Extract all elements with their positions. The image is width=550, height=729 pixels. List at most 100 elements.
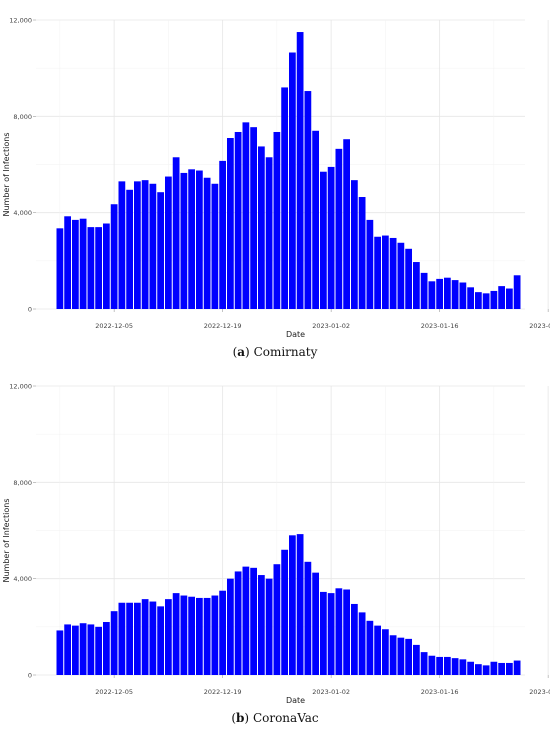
bar xyxy=(389,635,397,675)
bar-chart-coronavac: 0 4,000 8,000 12,000 2022-12-05 2022-12-19 202… xyxy=(2,383,550,706)
x-axis-label: Date xyxy=(286,696,305,705)
bar xyxy=(451,280,459,309)
bar xyxy=(296,534,304,675)
y-tick-label: 4,000 xyxy=(13,575,32,583)
bar xyxy=(428,281,436,309)
x-tick-label: 2022-12-05 xyxy=(95,322,133,330)
bar xyxy=(211,183,219,309)
bar xyxy=(242,122,250,310)
x-tick-labels: 2022-12-05 2022-12-19 2023-01-02 2023-01-16… xyxy=(95,309,550,330)
bar xyxy=(475,664,482,675)
bar xyxy=(188,596,195,675)
bar xyxy=(180,595,188,675)
bar xyxy=(366,219,374,309)
bar xyxy=(312,130,319,309)
bar xyxy=(227,138,234,309)
y-tick-labels: 0 4,000 8,000 12,000 xyxy=(9,383,36,680)
bar xyxy=(281,87,288,309)
bar xyxy=(343,589,350,675)
bar xyxy=(374,236,381,309)
bar xyxy=(444,656,451,675)
bar xyxy=(273,564,281,675)
bar xyxy=(304,561,312,675)
bar xyxy=(482,293,490,309)
x-axis-label: Date xyxy=(286,330,305,339)
bar xyxy=(265,578,273,675)
x-tick-label: 2023-01-30 xyxy=(529,688,550,696)
bar xyxy=(242,566,250,675)
bar xyxy=(467,287,474,309)
bar xyxy=(382,235,389,309)
x-tick-labels: 2022-12-05 2022-12-19 2023-01-02 2023-01-16… xyxy=(95,675,550,696)
y-tick-label: 12,000 xyxy=(9,17,32,25)
bar xyxy=(64,624,71,675)
bar xyxy=(95,626,102,675)
bar xyxy=(273,131,281,309)
bar xyxy=(134,181,141,309)
bar xyxy=(141,599,149,675)
x-tick-label: 2023-01-16 xyxy=(421,322,459,330)
bar xyxy=(110,611,118,675)
bar xyxy=(219,160,226,309)
y-axis-label: Number of Infections xyxy=(2,133,11,217)
bar xyxy=(64,216,71,309)
bar xyxy=(157,606,164,675)
bar xyxy=(134,602,141,675)
bar xyxy=(374,625,381,675)
y-tick-label: 8,000 xyxy=(13,479,32,487)
bar xyxy=(420,652,428,675)
bar xyxy=(188,169,195,309)
bar xyxy=(475,292,482,309)
bar xyxy=(126,602,133,675)
bar xyxy=(87,624,95,675)
bar xyxy=(312,572,319,675)
bar xyxy=(490,290,498,309)
bar xyxy=(498,286,505,309)
bar xyxy=(141,180,149,309)
bar xyxy=(482,665,490,675)
bar xyxy=(172,593,180,675)
bar xyxy=(335,588,343,675)
bar xyxy=(250,567,257,675)
x-tick-label: 2023-01-02 xyxy=(312,322,350,330)
caption-text: Comirnaty xyxy=(253,345,318,359)
bars xyxy=(56,534,521,675)
caption-coronavac: (b) CoronaVac xyxy=(0,711,550,725)
bar xyxy=(351,603,358,675)
bar xyxy=(234,131,242,309)
bar xyxy=(498,662,505,675)
bar xyxy=(103,622,110,675)
y-tick-label: 0 xyxy=(28,306,32,314)
bar xyxy=(149,183,157,309)
caption-letter: (b) xyxy=(231,711,250,725)
bar xyxy=(506,662,513,675)
bar xyxy=(196,597,203,675)
bar xyxy=(436,278,443,309)
bar xyxy=(382,629,389,675)
y-tick-labels: 0 4,000 8,000 12,000 xyxy=(9,17,36,314)
y-tick-label: 0 xyxy=(28,672,32,680)
y-tick-label: 12,000 xyxy=(9,383,32,391)
bar xyxy=(165,176,172,309)
bar xyxy=(513,660,521,675)
bar xyxy=(118,181,126,309)
bar xyxy=(211,595,219,675)
bar xyxy=(289,535,296,675)
bar xyxy=(327,593,335,675)
caption-letter: (a) xyxy=(232,345,250,359)
bar xyxy=(327,166,335,309)
bar xyxy=(118,602,126,675)
bar xyxy=(258,575,265,675)
bar xyxy=(234,571,242,675)
bar xyxy=(281,549,288,675)
bar xyxy=(180,172,188,309)
bar xyxy=(289,52,296,309)
y-axis-label: Number of Infections xyxy=(2,499,11,583)
bar xyxy=(413,644,420,675)
bar xyxy=(405,248,412,309)
x-tick-label: 2023-01-16 xyxy=(421,688,459,696)
bar xyxy=(397,637,405,675)
bar xyxy=(467,661,474,675)
bar xyxy=(397,242,405,309)
